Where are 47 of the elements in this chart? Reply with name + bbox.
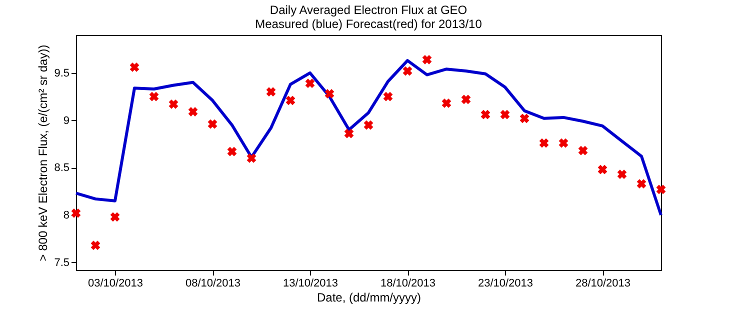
point: [442, 98, 452, 108]
x-tick-label: 18/10/2013: [380, 278, 436, 290]
point: [558, 138, 568, 148]
point: [266, 87, 276, 97]
x-tick-label: 13/10/2013: [282, 278, 338, 290]
point: [539, 138, 549, 148]
point: [520, 114, 530, 124]
chart-subtitle: Measured (blue) Forecast(red) for 2013/10: [255, 17, 482, 31]
point: [636, 179, 646, 188]
point: [656, 184, 666, 194]
point: [364, 120, 374, 130]
point: [110, 212, 120, 222]
point: [130, 62, 140, 72]
x-tick-label: 28/10/2013: [575, 278, 631, 290]
point: [461, 94, 471, 104]
point: [598, 164, 608, 174]
point: [402, 66, 412, 76]
y-tick-label: 9: [63, 114, 70, 127]
point: [149, 92, 159, 102]
y-tick-label: 9.5: [54, 67, 70, 80]
point: [208, 119, 218, 129]
point: [71, 208, 81, 218]
y-tick-label: 8: [63, 210, 70, 222]
point: [500, 110, 510, 120]
x-tick-label: 08/10/2013: [185, 278, 241, 290]
point: [168, 99, 178, 109]
y-tick-label: 8.5: [54, 162, 70, 174]
point: [422, 54, 432, 64]
x-tick-label: 03/10/2013: [88, 278, 144, 290]
point: [246, 153, 256, 163]
point: [305, 78, 315, 88]
x-axis-title: Date, (dd/mm/yyyy): [316, 290, 422, 304]
y-tick-label: 7.5: [54, 256, 70, 269]
chart-title: Daily Averaged Electron Flux at GEO: [270, 3, 468, 17]
point: [188, 107, 198, 116]
point: [227, 146, 237, 156]
x-tick-label: 23/10/2013: [478, 278, 534, 290]
y-axis-title: > 800 keV Electron Flux, (e/(cm² sr day)): [36, 44, 50, 262]
point: [286, 96, 296, 106]
point: [324, 89, 334, 98]
point: [578, 146, 588, 156]
point: [90, 240, 100, 250]
point: [480, 110, 490, 120]
point: [383, 92, 393, 102]
line-series: [74, 59, 662, 217]
point: [617, 170, 627, 179]
point: [344, 128, 354, 138]
